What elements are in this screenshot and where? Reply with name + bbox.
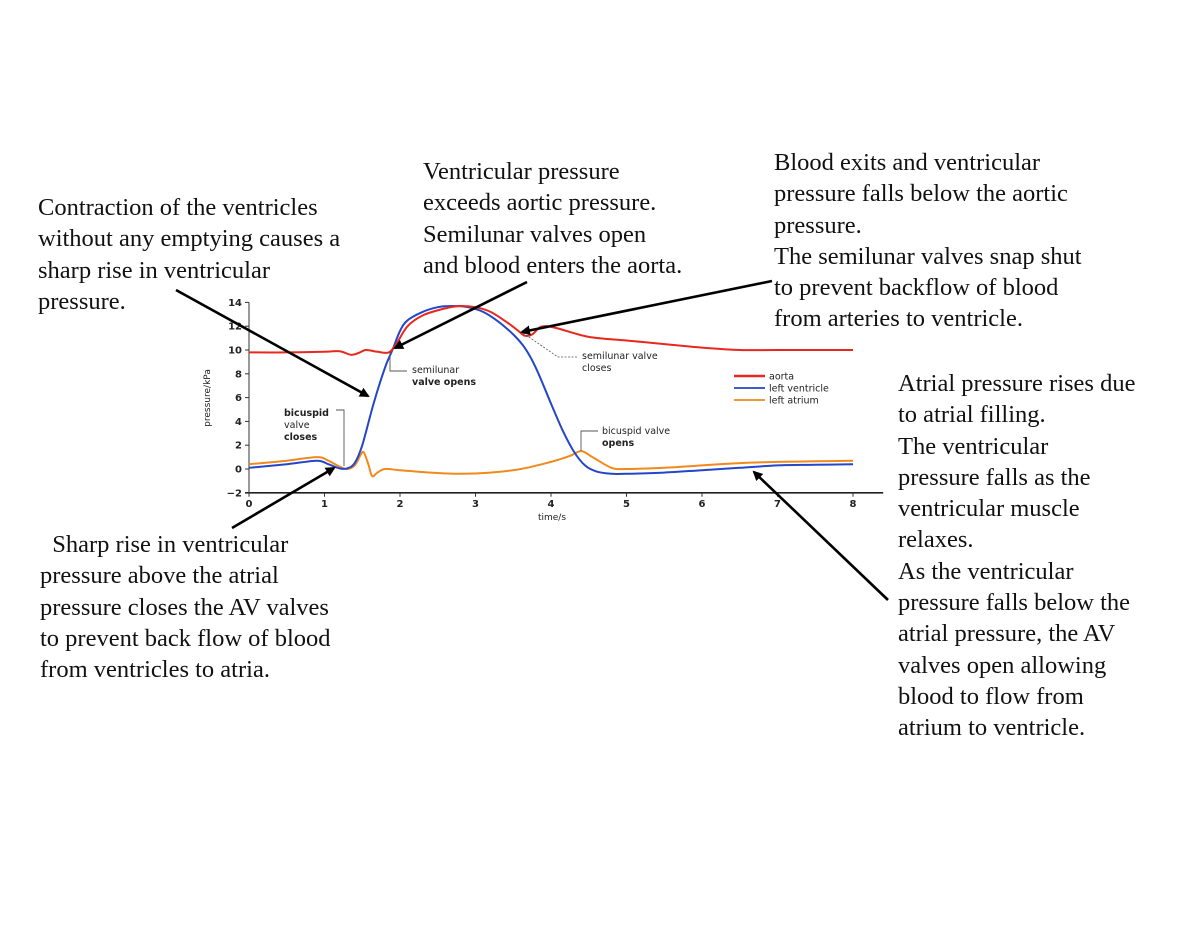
annotation-bicuspid-opens: bicuspid valve — [602, 426, 670, 437]
arrow-contraction — [175, 288, 370, 398]
y-tick-label: 4 — [235, 417, 242, 428]
note-atrial-filling: Atrial pressure rises due to atrial fill… — [898, 370, 1136, 742]
series-left-ventricle — [248, 304, 854, 476]
x-tick-label: 3 — [472, 499, 479, 510]
note-semilunar-open: Ventricular pressure exceeds aortic pres… — [423, 158, 683, 279]
y-tick-label: 14 — [228, 298, 242, 309]
legend-item: left ventricle — [769, 384, 829, 395]
annotation-semilunar-closes: semilunar valve — [582, 351, 658, 362]
y-tick-label: −2 — [227, 488, 242, 499]
arrow-av-close — [231, 466, 336, 530]
annotation-bicuspid-closes: closes — [284, 432, 318, 443]
note-ventricular-contraction: Contraction of the ventricles without an… — [38, 194, 341, 315]
y-axis-title: pressure/kPa — [203, 369, 213, 427]
chart-series — [248, 304, 854, 478]
y-tick-label: 10 — [228, 346, 242, 357]
x-tick-label: 5 — [623, 499, 630, 510]
x-tick-label: 8 — [850, 499, 857, 510]
y-tick-label: 12 — [228, 322, 242, 333]
note-semilunar-close: Blood exits and ventricular pressure fal… — [774, 149, 1082, 333]
annotation-semilunar-opens: valve opens — [412, 377, 476, 388]
callout-arrows — [175, 279, 889, 601]
arrow-semilunar-open — [393, 280, 528, 350]
arrow-atrial-filling — [752, 470, 889, 601]
x-tick-label: 2 — [397, 499, 404, 510]
y-tick-label: 8 — [235, 369, 242, 380]
series-aorta — [248, 304, 853, 356]
x-tick-label: 4 — [548, 499, 555, 510]
x-tick-label: 1 — [321, 499, 328, 510]
x-tick-label: 6 — [699, 499, 706, 510]
y-tick-label: 0 — [235, 465, 242, 476]
x-axis-title: time/s — [538, 513, 566, 523]
y-tick-label: 2 — [235, 441, 242, 452]
legend-item: left atrium — [769, 396, 819, 407]
annotation-semilunar-closes: closes — [582, 363, 611, 374]
x-tick-label: 0 — [246, 499, 253, 510]
annotation-bicuspid-closes: valve — [284, 420, 310, 431]
x-tick-label: 7 — [774, 499, 781, 510]
y-tick-label: 6 — [235, 393, 242, 404]
annotation-bicuspid-closes: bicuspid — [284, 408, 329, 419]
legend-item: aorta — [769, 372, 794, 383]
note-av-valve-close: Sharp rise in ventricular pressure above… — [40, 531, 331, 684]
annotation-semilunar-opens: semilunar — [412, 365, 459, 376]
series-left-atrium — [248, 450, 854, 478]
arrow-semilunar-close — [520, 279, 773, 336]
annotation-bicuspid-opens: opens — [602, 438, 635, 449]
